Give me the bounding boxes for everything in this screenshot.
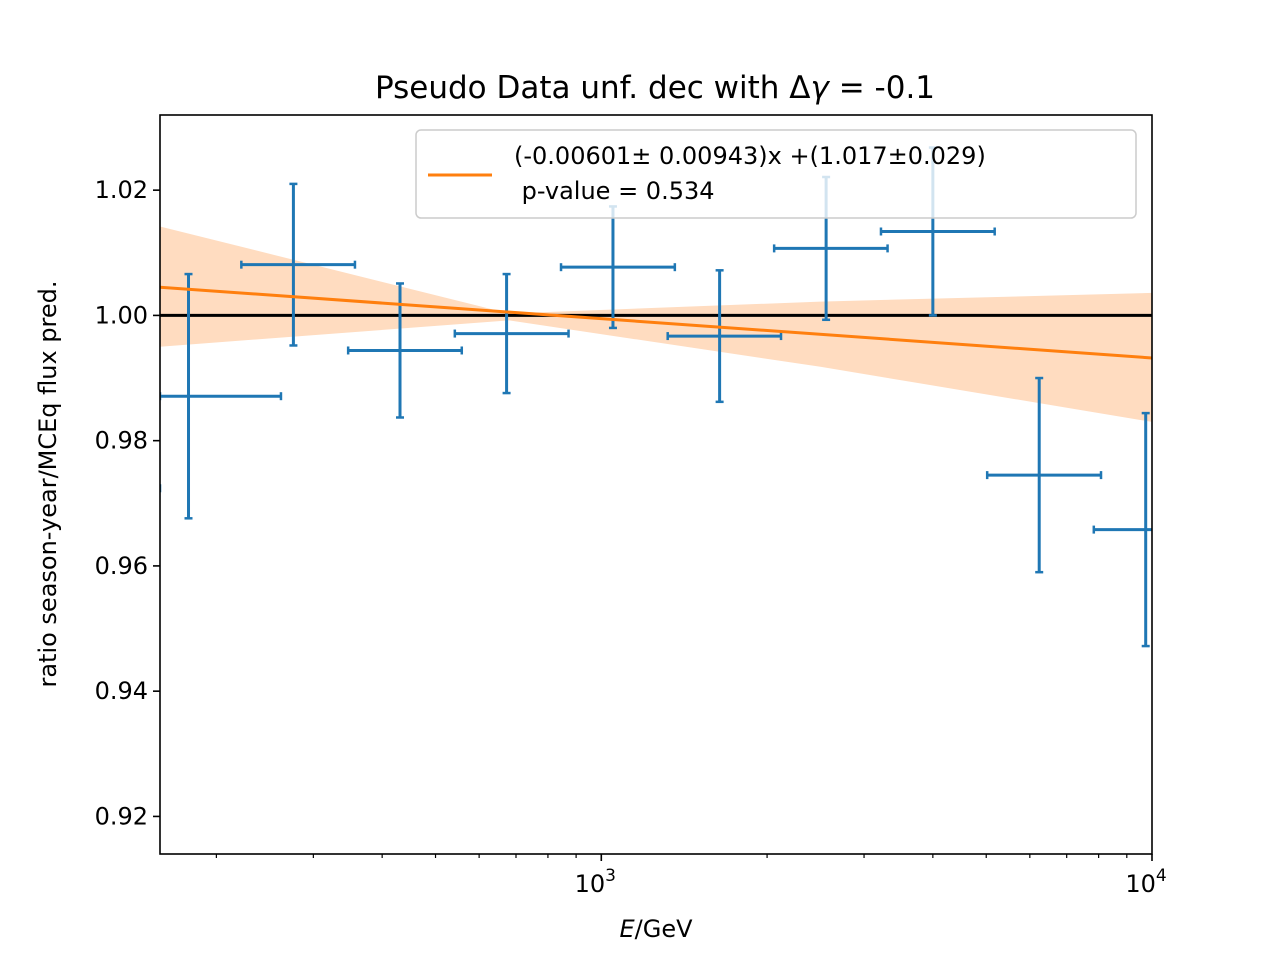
y-tick-label: 0.96 bbox=[95, 552, 148, 580]
y-tick-label: 1.02 bbox=[95, 176, 148, 204]
data-point-2 bbox=[160, 272, 283, 520]
y-tick-label: 0.94 bbox=[95, 677, 148, 705]
plot-frame bbox=[159, 114, 1153, 855]
fit-line bbox=[160, 285, 1152, 360]
data-points bbox=[160, 146, 1152, 648]
y-axis: 0.92 0.94 0.96 0.98 1.00 1.02 bbox=[95, 176, 160, 830]
chart-title: Pseudo Data unf. dec with Δγ = -0.1 bbox=[375, 70, 935, 106]
data-point-5 bbox=[453, 272, 570, 395]
x-axis: 103 104 bbox=[215, 854, 1167, 898]
x-tick-label: 104 bbox=[1125, 866, 1166, 898]
data-point-7 bbox=[666, 269, 783, 404]
y-axis-label: ratio season-year/MCEq flux pred. bbox=[34, 280, 62, 687]
data-point-11 bbox=[1092, 411, 1152, 648]
data-point-3 bbox=[240, 182, 357, 347]
y-tick-label: 0.92 bbox=[95, 802, 148, 830]
x-axis-label: E/GeV bbox=[619, 915, 693, 943]
x-tick-label: 103 bbox=[575, 866, 616, 898]
legend-p-value: p-value = 0.534 bbox=[514, 177, 715, 205]
data-point-10 bbox=[985, 376, 1103, 574]
y-tick-label: 1.00 bbox=[95, 301, 148, 329]
y-tick-label: 0.98 bbox=[95, 427, 148, 455]
fit-confidence-band bbox=[160, 226, 1152, 422]
legend: (-0.00601± 0.00943)x +(1.017±0.029) p-va… bbox=[415, 129, 1137, 219]
plot-area bbox=[160, 146, 1152, 648]
legend-box bbox=[415, 129, 1137, 219]
legend-fit-equation: (-0.00601± 0.00943)x +(1.017±0.029) bbox=[514, 142, 986, 170]
